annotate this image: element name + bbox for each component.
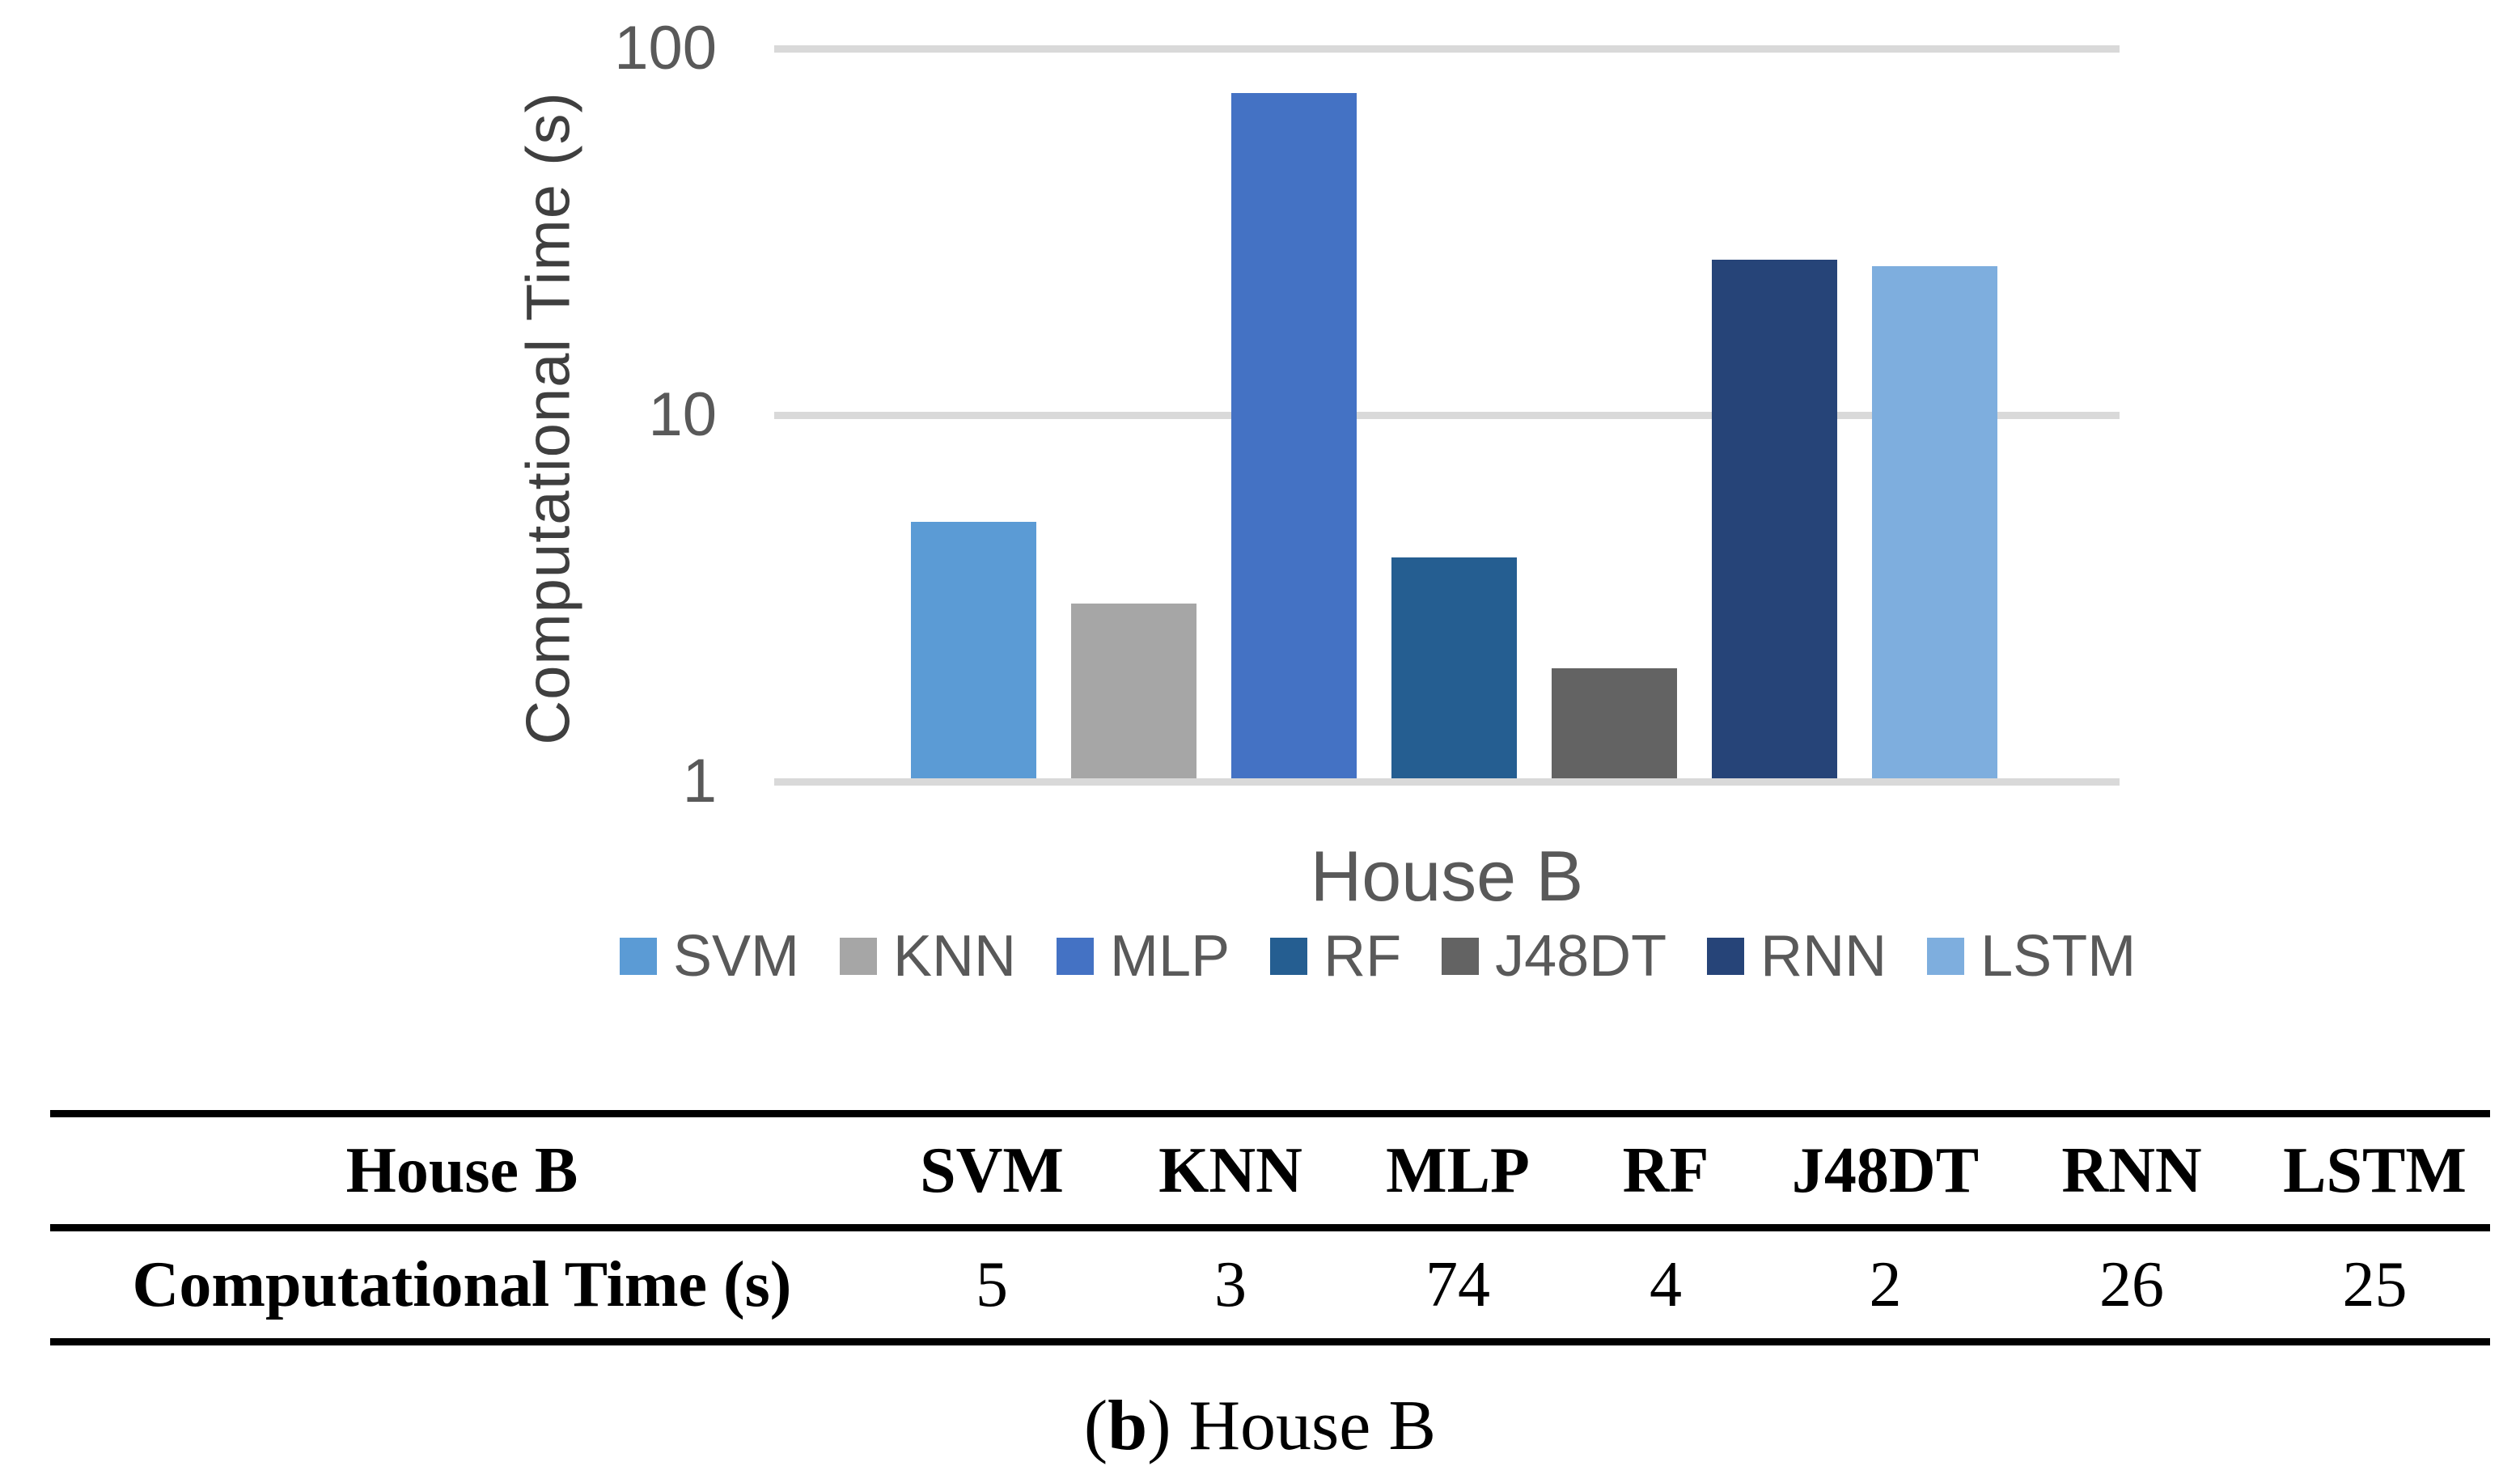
legend-label-knn: KNN bbox=[893, 924, 1017, 989]
bar-lstm bbox=[1872, 266, 1997, 778]
x-axis-category-label: House B bbox=[1310, 836, 1584, 916]
table-header-svm: SVM bbox=[920, 1135, 1064, 1206]
legend-label-lstm: LSTM bbox=[1980, 924, 2137, 989]
bar-rnn bbox=[1712, 260, 1837, 778]
y-tick-1: 1 bbox=[682, 747, 717, 816]
table-value-knn: 3 bbox=[1214, 1249, 1247, 1320]
legend-label-rnn: RNN bbox=[1760, 924, 1887, 989]
bars-container bbox=[911, 93, 1997, 778]
table-header-j48dt: J48DT bbox=[1791, 1135, 1980, 1206]
bar-knn bbox=[1071, 604, 1196, 778]
bar-mlp bbox=[1231, 93, 1357, 778]
table-header-knn: KNN bbox=[1158, 1135, 1302, 1206]
table-value-lstm: 25 bbox=[2342, 1249, 2408, 1320]
gridline-100 bbox=[774, 45, 2120, 53]
legend-swatch-j48dt bbox=[1442, 938, 1480, 975]
legend-item-svm: SVM bbox=[620, 923, 799, 989]
legend-item-rnn: RNN bbox=[1707, 923, 1887, 989]
gridline-10 bbox=[774, 412, 2120, 419]
table-value-rnn: 26 bbox=[2099, 1249, 2164, 1320]
legend-item-j48dt: J48DT bbox=[1442, 923, 1667, 989]
table-header-row: House B SVM KNN MLP RF J48DT RNN LSTM bbox=[50, 1113, 2490, 1228]
data-table: House B SVM KNN MLP RF J48DT RNN LSTM Co… bbox=[50, 1110, 2490, 1345]
legend-swatch-mlp bbox=[1057, 938, 1095, 975]
y-tick-100: 100 bbox=[614, 14, 717, 83]
bar-rf bbox=[1391, 557, 1517, 778]
legend-swatch-knn bbox=[840, 938, 878, 975]
y-tick-10: 10 bbox=[648, 380, 717, 449]
caption-text: House B bbox=[1171, 1387, 1437, 1465]
table-header-rnn: RNN bbox=[2061, 1135, 2202, 1206]
caption-marker: b bbox=[1108, 1387, 1148, 1465]
subfigure-caption: (b) House B bbox=[0, 1385, 2520, 1467]
table-value-mlp: 74 bbox=[1425, 1249, 1490, 1320]
caption-paren-close: ) bbox=[1147, 1387, 1171, 1465]
legend-label-mlp: MLP bbox=[1110, 924, 1230, 989]
legend-label-rf: RF bbox=[1324, 924, 1402, 989]
table-header-rf: RF bbox=[1622, 1135, 1709, 1206]
bar-chart: Computational Time (s) 100 10 1 House B … bbox=[515, 14, 2137, 989]
legend-label-svm: SVM bbox=[673, 924, 800, 989]
legend-label-j48dt: J48DT bbox=[1495, 924, 1667, 989]
legend-item-knn: KNN bbox=[840, 923, 1016, 989]
legend-item-mlp: MLP bbox=[1057, 923, 1230, 989]
x-axis-line bbox=[774, 778, 2120, 786]
table-row-label: Computational Time (s) bbox=[132, 1249, 792, 1320]
bar-j48dt bbox=[1552, 668, 1677, 778]
legend-swatch-lstm bbox=[1927, 938, 1965, 975]
chart-legend: SVM KNN MLP RF J48DT RNN LSTM bbox=[620, 924, 2136, 989]
legend-swatch-rf bbox=[1270, 938, 1308, 975]
table-value-svm: 5 bbox=[976, 1249, 1008, 1320]
table-header-mlp: MLP bbox=[1386, 1135, 1530, 1206]
legend-item-rf: RF bbox=[1270, 923, 1401, 989]
legend-swatch-svm bbox=[620, 938, 657, 975]
table-data-row: Computational Time (s) 5 3 74 4 2 26 25 bbox=[50, 1228, 2490, 1342]
legend-swatch-rnn bbox=[1707, 938, 1745, 975]
bar-svm bbox=[911, 522, 1036, 778]
table-value-rf: 4 bbox=[1650, 1249, 1682, 1320]
legend-item-lstm: LSTM bbox=[1927, 923, 2136, 989]
caption-paren-open: ( bbox=[1083, 1387, 1108, 1465]
table-header-house-b: House B bbox=[345, 1135, 578, 1206]
table-value-j48dt: 2 bbox=[1869, 1249, 1902, 1320]
table-header-lstm: LSTM bbox=[2283, 1135, 2467, 1206]
